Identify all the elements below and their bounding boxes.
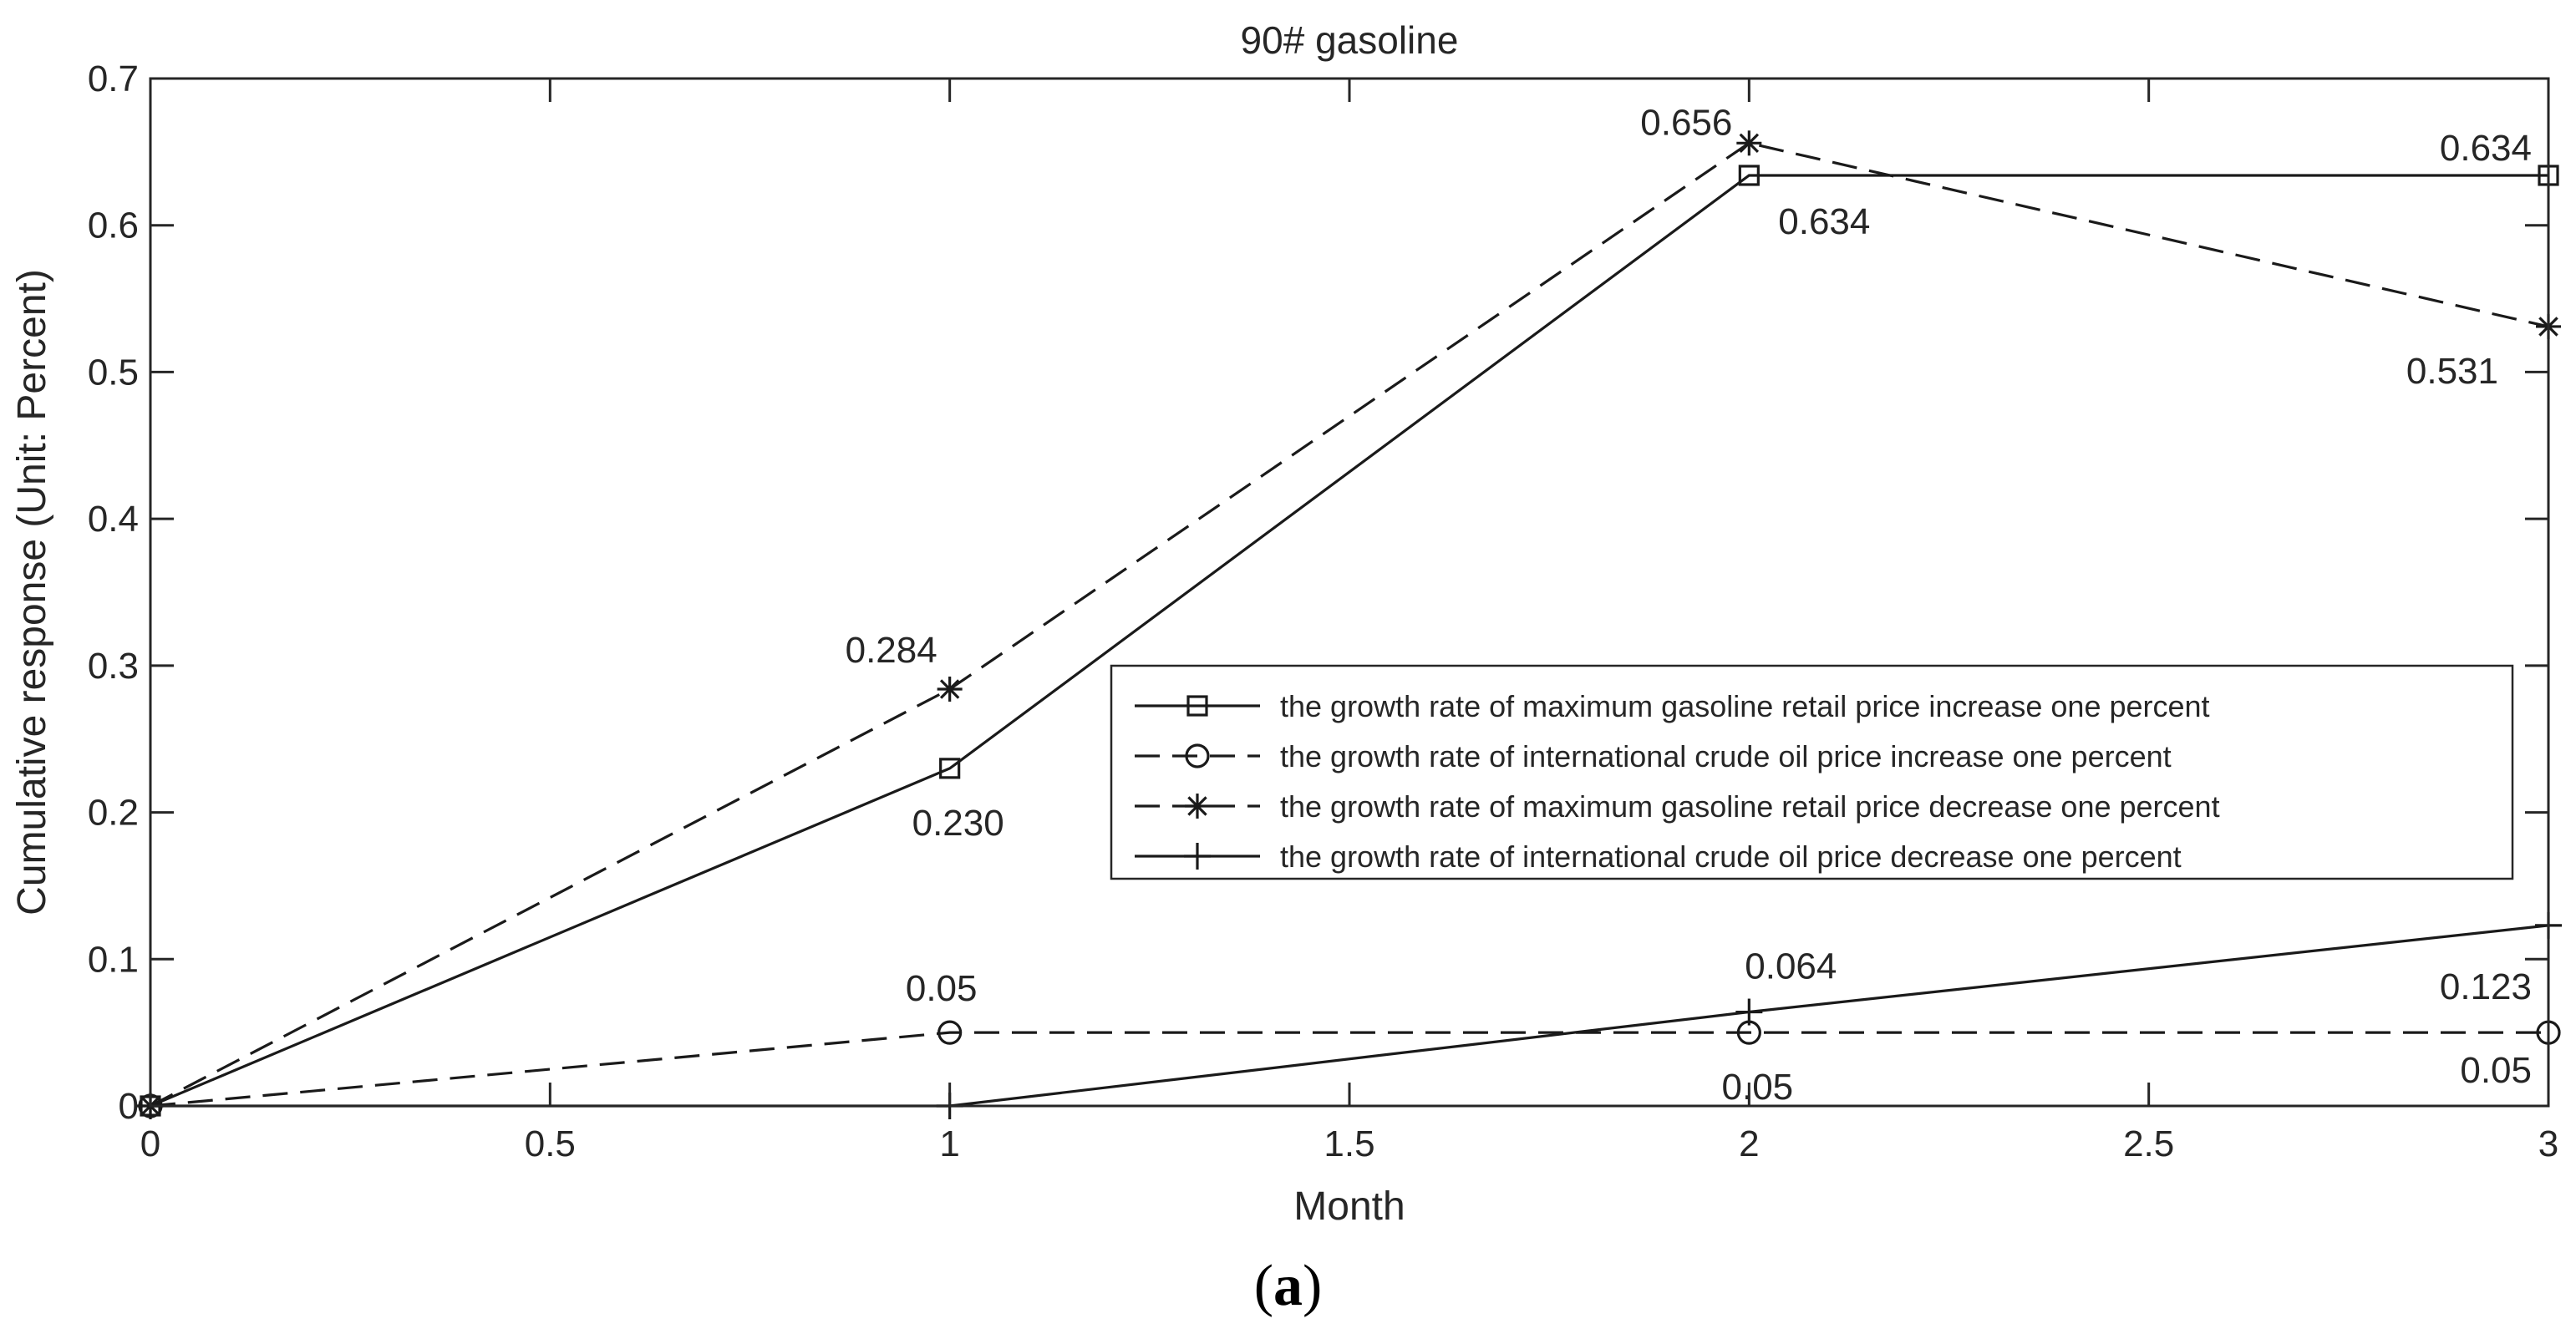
data-label: 0.531	[2406, 351, 2498, 392]
series-1-point-3	[1738, 165, 1760, 186]
series-2-point-2	[937, 1020, 963, 1045]
series-lines	[150, 141, 2549, 1108]
series-markers	[137, 130, 2562, 1119]
series-line-1	[150, 174, 2548, 1108]
y-tick-label: 0.3	[88, 646, 139, 687]
legend-label: the growth rate of international crude o…	[1280, 739, 2172, 773]
x-tick-label: 2	[1739, 1123, 1759, 1164]
y-tick-label: 0.7	[88, 58, 139, 99]
legend-label: the growth rate of maximum gasoline reta…	[1280, 789, 2220, 824]
data-labels: 0.284 0.230 0.05 0.656 0.634 0.064 0.05 0.634 0.…	[846, 102, 2532, 1108]
x-tick-label: 0.5	[525, 1123, 576, 1164]
series-line-4	[150, 924, 2549, 1108]
legend-marker-star	[1185, 794, 1210, 819]
y-tick-label: 0.4	[88, 499, 139, 540]
x-tick-label: 2.5	[2123, 1123, 2174, 1164]
plot-frame	[149, 77, 2550, 1108]
data-label: 0.634	[2440, 128, 2532, 169]
x-tick-label: 0	[140, 1123, 160, 1164]
y-tick-label: 0.5	[88, 352, 139, 393]
axes	[149, 77, 2550, 1108]
panel-label: (a)	[1253, 1254, 1323, 1318]
series-3-point-2	[937, 676, 963, 702]
x-tick-label: 3	[2538, 1123, 2558, 1164]
x-tick-label: 1.5	[1324, 1123, 1374, 1164]
data-label: 0.064	[1745, 946, 1837, 987]
data-label: 0.123	[2440, 966, 2532, 1007]
data-label: 0.656	[1640, 102, 1732, 143]
data-label: 0.634	[1778, 201, 1870, 242]
data-label: 0.230	[912, 803, 1004, 844]
data-label: 0.05	[1722, 1067, 1794, 1108]
data-label: 0.05	[2460, 1050, 2532, 1091]
series-1-point-2	[939, 758, 961, 779]
legend-entry-2: the growth rate of international crude o…	[1135, 739, 2172, 773]
chart-title: 90# gasoline	[1241, 18, 1459, 62]
legend-label: the growth rate of international crude o…	[1280, 839, 2182, 874]
legend-marker-square	[1186, 695, 1208, 717]
legend-box	[1110, 664, 2514, 880]
legend-marker-plus	[1184, 843, 1211, 870]
series-line-3	[150, 141, 2549, 1108]
x-ticks: 0 0.5 1 1.5 2 2.5 3	[140, 79, 2558, 1164]
data-label: 0.05	[906, 968, 978, 1009]
y-tick-label: 0.1	[88, 939, 139, 980]
y-tick-label: 0	[119, 1086, 139, 1127]
y-tick-label: 0.6	[88, 205, 139, 246]
series-3-point-3	[1736, 130, 1762, 156]
y-axis-label: Cumulative response (Unit: Percent)	[10, 269, 54, 915]
data-label: 0.284	[846, 630, 937, 671]
y-tick-label: 0.2	[88, 793, 139, 834]
series-line-2	[150, 1031, 2548, 1108]
legend: the growth rate of maximum gasoline reta…	[1110, 664, 2514, 880]
x-tick-label: 1	[939, 1123, 959, 1164]
legend-entry-3: the growth rate of maximum gasoline reta…	[1135, 789, 2220, 824]
legend-entry-1: the growth rate of maximum gasoline reta…	[1135, 689, 2210, 723]
legend-entry-4: the growth rate of international crude o…	[1135, 839, 2182, 874]
series-4-point-3	[1735, 998, 1763, 1026]
legend-marker-circle	[1185, 743, 1210, 768]
x-axis-label: Month	[1293, 1184, 1405, 1229]
legend-label: the growth rate of maximum gasoline reta…	[1280, 689, 2210, 723]
y-ticks: 0 0.1 0.2 0.3 0.4 0.5 0.6 0.7	[88, 58, 2548, 1127]
